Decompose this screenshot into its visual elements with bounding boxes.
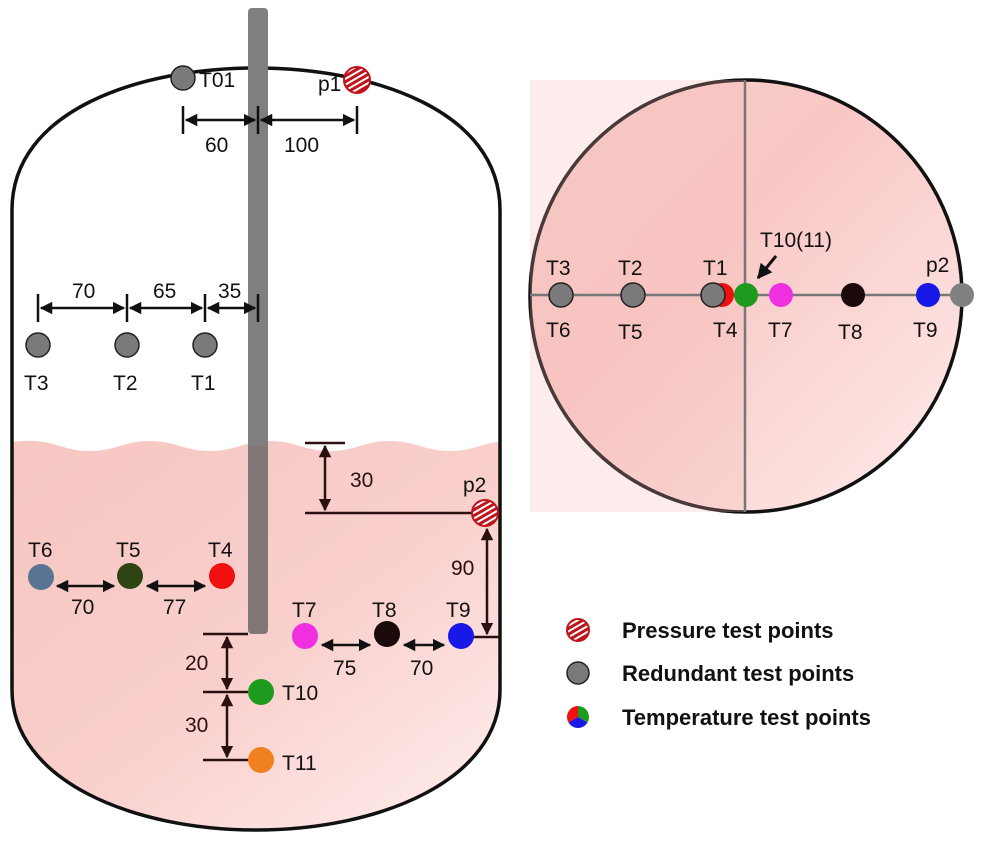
- T6-label: T6: [28, 539, 53, 562]
- T10-point: [248, 679, 274, 705]
- T11-point: [248, 747, 274, 773]
- T10-label: T10: [282, 682, 318, 705]
- T1-label: T1: [191, 372, 216, 395]
- dim-30-vertical: 30: [185, 714, 208, 737]
- dim-60: 60: [205, 134, 228, 157]
- legend: Pressure test points Redundant test poin…: [566, 618, 871, 730]
- T7-label: T7: [292, 599, 317, 622]
- dim-20: 20: [185, 652, 208, 675]
- top-T3-T6-point: [548, 282, 574, 308]
- dim-30-p2: 30: [350, 469, 373, 492]
- legend-redundant: Redundant test points: [622, 661, 854, 686]
- top-p2-label: p2: [926, 254, 949, 277]
- top-T8-point: [841, 283, 865, 307]
- T1-point: [192, 332, 218, 358]
- dim-35: 35: [218, 280, 241, 303]
- top-T9-point: [916, 283, 940, 307]
- redundant-legend-icon: [566, 661, 590, 685]
- top-T5-label: T5: [618, 321, 643, 344]
- T5-point: [117, 563, 143, 589]
- temperature-legend-icon: [567, 706, 589, 728]
- p2-point: [471, 499, 499, 527]
- T01-point: [170, 65, 196, 91]
- top-view: T3 T2 T1 p2 T6 T5 T4 T7 T8 T9 T10(11): [528, 78, 974, 514]
- liquid: [12, 440, 500, 830]
- T3-point: [25, 332, 51, 358]
- dim-70-row1: 70: [71, 596, 94, 619]
- p1-label: p1: [318, 73, 341, 96]
- T8-label: T8: [372, 599, 397, 622]
- dim-100: 100: [284, 134, 319, 157]
- T5-label: T5: [116, 539, 141, 562]
- T01-label: T01: [199, 69, 235, 92]
- top-T6-label: T6: [546, 319, 571, 342]
- top-T7-label: T7: [768, 319, 793, 342]
- vessel-outline: [10, 66, 502, 832]
- top-T10-point: [734, 283, 758, 307]
- top-T2-T5-point: [620, 282, 646, 308]
- dim-90: 90: [451, 557, 474, 580]
- p2-label: p2: [463, 474, 486, 497]
- dim-70-row2: 70: [410, 657, 433, 680]
- T4-point: [209, 563, 235, 589]
- T7-point: [292, 623, 318, 649]
- dim-65: 65: [153, 280, 176, 303]
- T11-label: T11: [282, 752, 317, 775]
- dim-70-upper: 70: [72, 280, 95, 303]
- top-T10-11-callout: T10(11): [760, 229, 832, 252]
- top-T3-label: T3: [546, 257, 571, 280]
- T6-point: [28, 564, 54, 590]
- p1-point: [343, 66, 371, 94]
- T3-label: T3: [24, 372, 49, 395]
- T4-label: T4: [208, 539, 233, 562]
- top-T7-point: [769, 283, 793, 307]
- top-p2-point: [950, 283, 974, 307]
- legend-temperature: Temperature test points: [622, 705, 871, 730]
- top-T1-point: [700, 282, 726, 308]
- side-view: T01 p1 60 100 70 65 35 T3 T2 T1: [10, 8, 502, 832]
- top-T2-label: T2: [618, 257, 643, 280]
- T8-point: [374, 621, 400, 647]
- dim-77: 77: [163, 596, 186, 619]
- pressure-legend-icon: [566, 618, 590, 642]
- top-T9-label: T9: [913, 319, 938, 342]
- T2-label: T2: [113, 372, 138, 395]
- top-T4-label: T4: [713, 319, 738, 342]
- T2-point: [114, 332, 140, 358]
- dim-75: 75: [333, 657, 356, 680]
- T9-label: T9: [446, 599, 471, 622]
- T9-point: [448, 623, 474, 649]
- legend-pressure: Pressure test points: [622, 618, 834, 643]
- top-T8-label: T8: [838, 321, 863, 344]
- top-T1-label: T1: [703, 257, 728, 280]
